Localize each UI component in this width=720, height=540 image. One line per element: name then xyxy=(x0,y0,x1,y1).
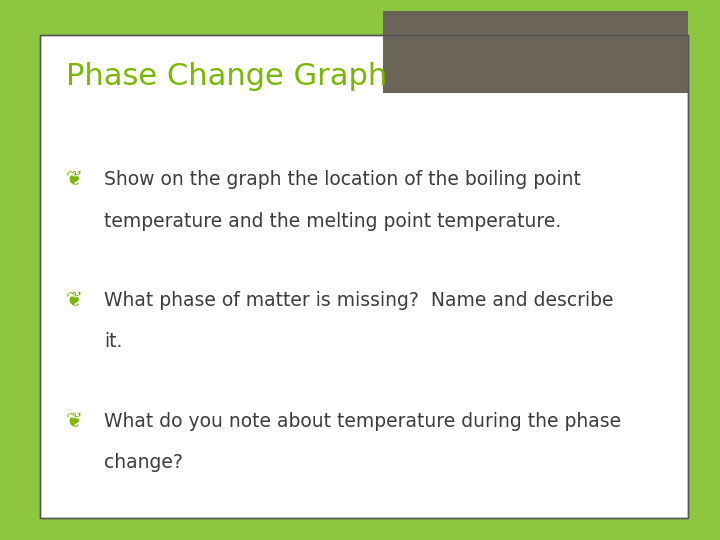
Text: it.: it. xyxy=(104,332,123,352)
Text: change?: change? xyxy=(104,453,184,472)
FancyBboxPatch shape xyxy=(40,35,688,518)
Text: What phase of matter is missing?  Name and describe: What phase of matter is missing? Name an… xyxy=(104,291,614,310)
Text: Phase Change Graph: Phase Change Graph xyxy=(66,62,387,91)
Text: temperature and the melting point temperature.: temperature and the melting point temper… xyxy=(104,212,562,231)
Text: ❦: ❦ xyxy=(66,291,82,310)
Text: Show on the graph the location of the boiling point: Show on the graph the location of the bo… xyxy=(104,171,581,190)
FancyBboxPatch shape xyxy=(383,11,688,93)
Text: ❦: ❦ xyxy=(66,412,82,431)
Text: ❦: ❦ xyxy=(66,171,82,190)
Text: What do you note about temperature during the phase: What do you note about temperature durin… xyxy=(104,412,621,431)
